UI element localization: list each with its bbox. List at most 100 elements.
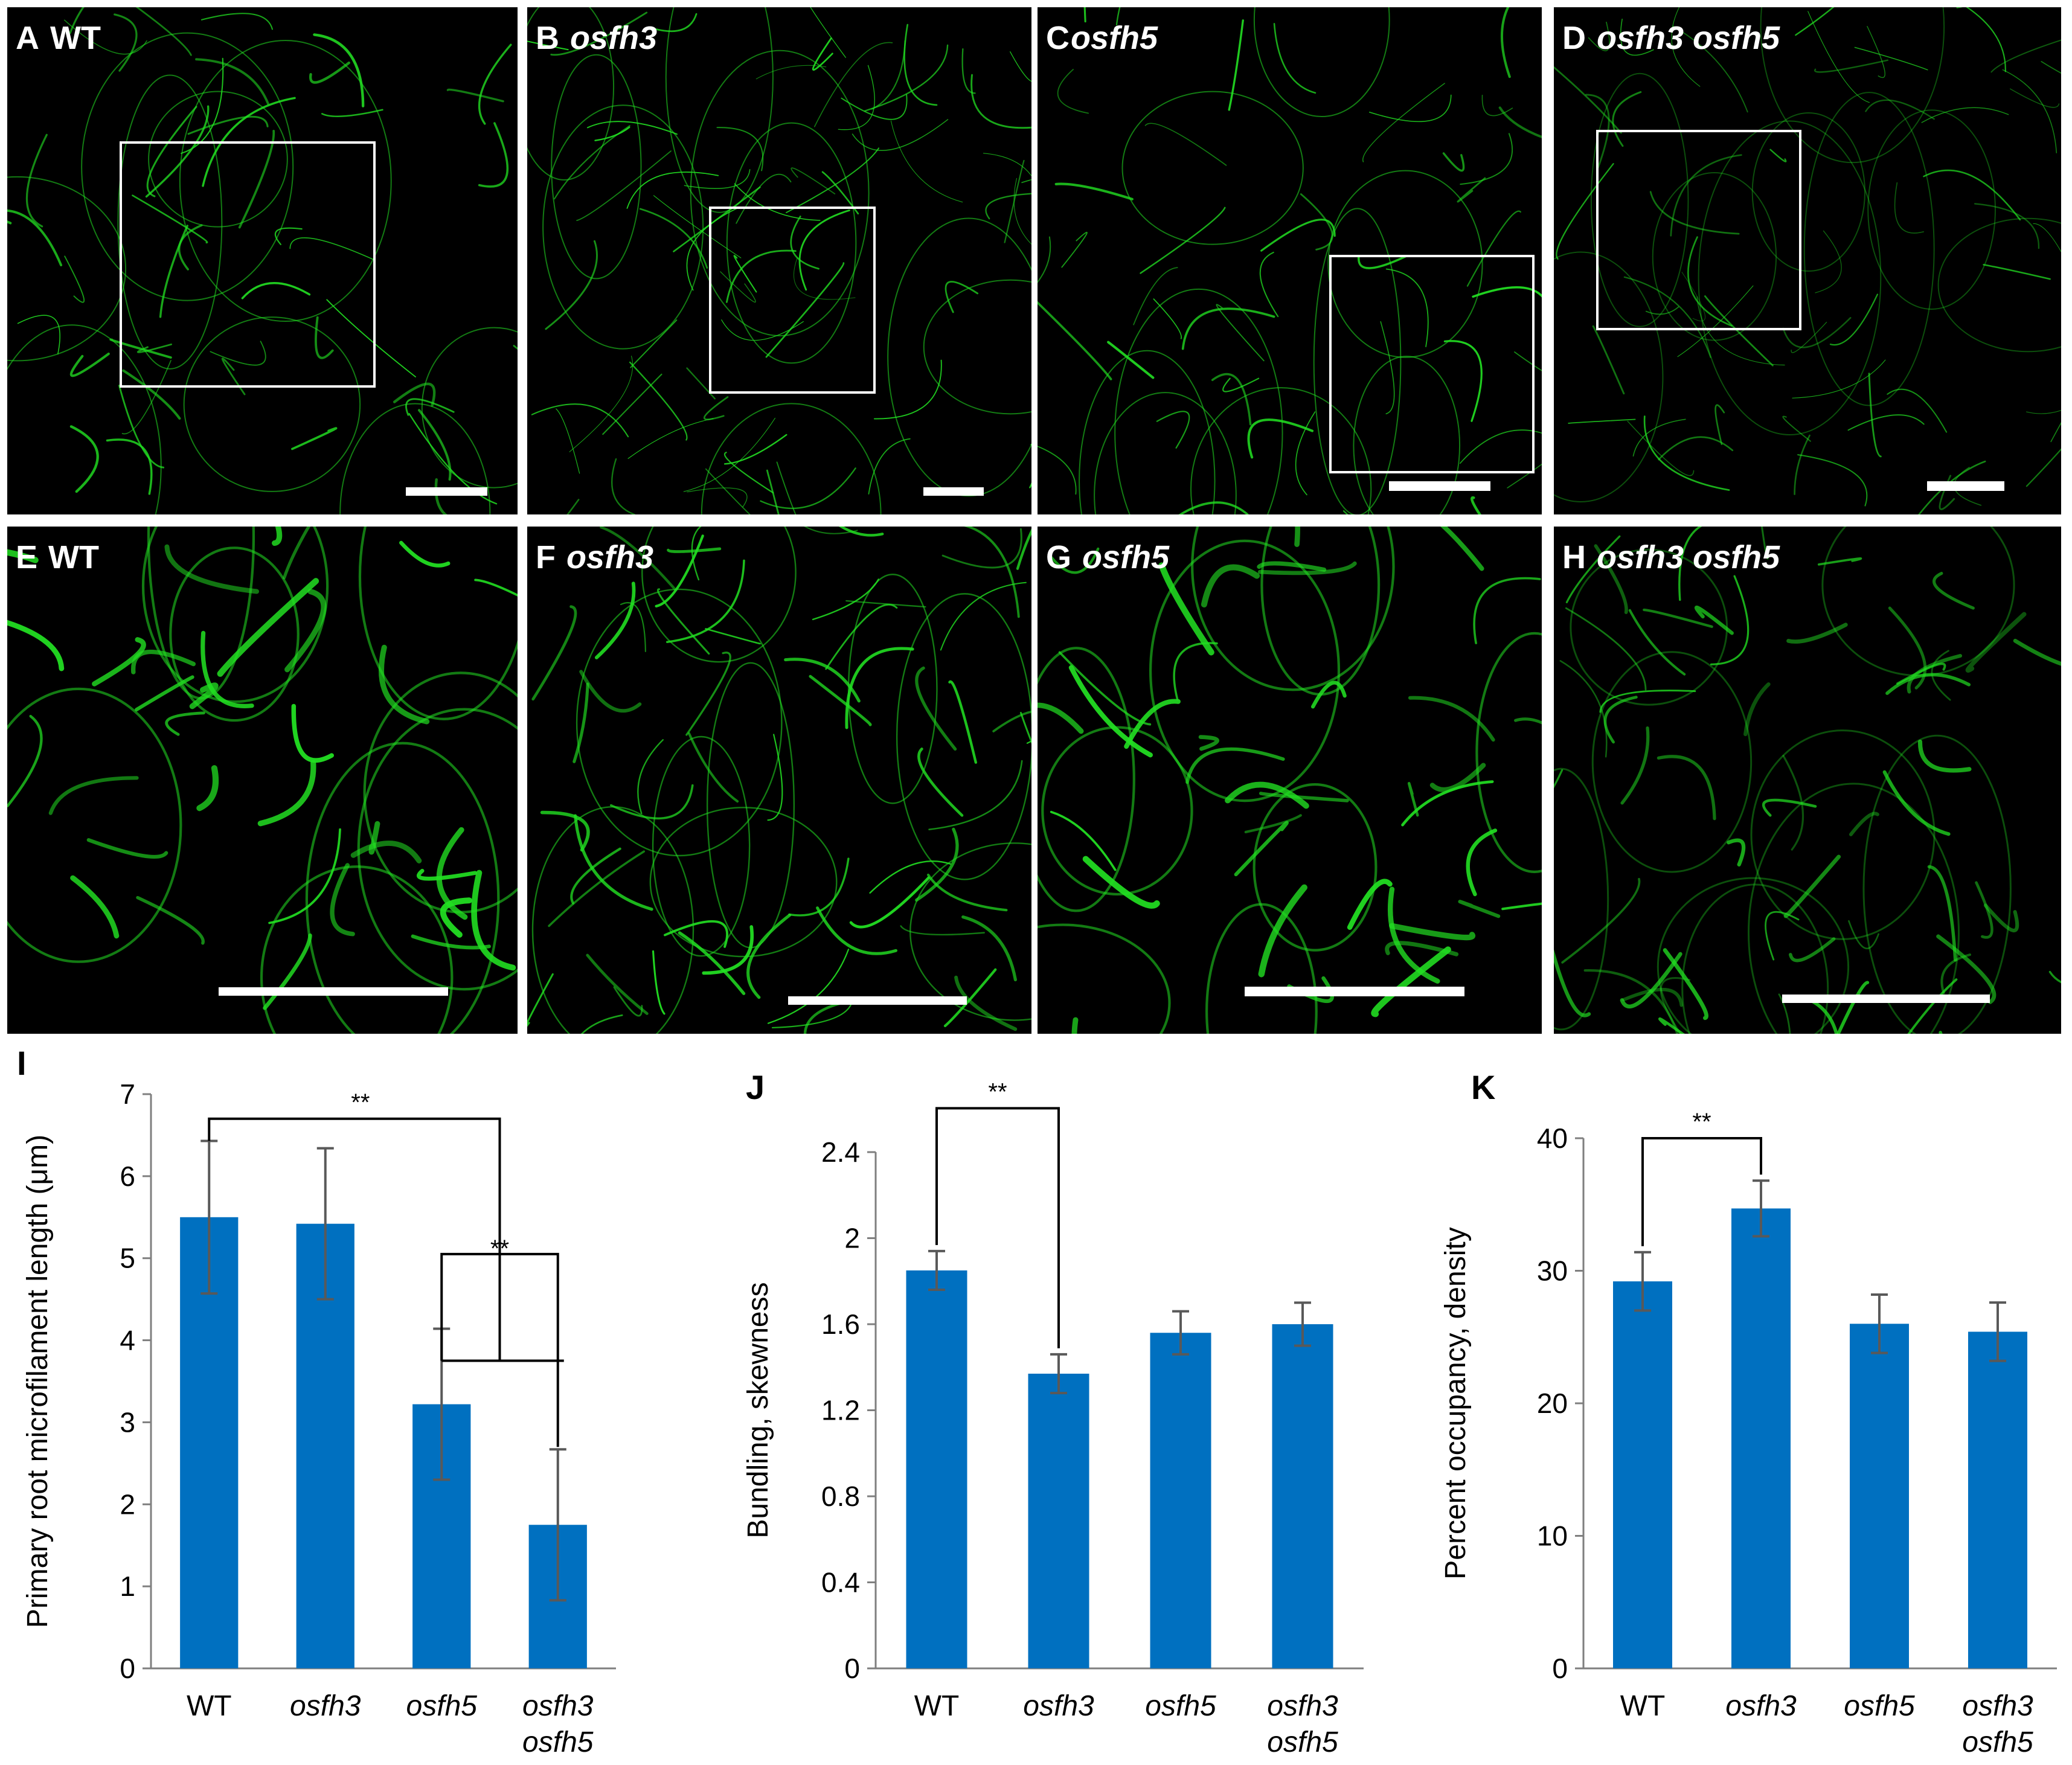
cell-outline bbox=[339, 403, 491, 514]
filament bbox=[1158, 562, 1214, 656]
filament bbox=[221, 357, 246, 396]
y-tick-label: 7 bbox=[120, 1078, 135, 1110]
y-tick-label: 20 bbox=[1537, 1388, 1568, 1419]
filament bbox=[673, 186, 761, 252]
cell-outline bbox=[148, 91, 288, 228]
scale-bar bbox=[923, 487, 984, 496]
cell-outline bbox=[305, 742, 500, 1034]
filament bbox=[945, 281, 979, 313]
actin-filaments bbox=[527, 527, 1031, 1034]
filament bbox=[685, 652, 731, 736]
filament bbox=[576, 150, 672, 222]
y-tick-label: 0 bbox=[844, 1653, 860, 1684]
filament bbox=[1794, 434, 1811, 495]
filament bbox=[1380, 321, 1395, 415]
filament bbox=[723, 452, 774, 494]
filament bbox=[627, 418, 714, 459]
filament bbox=[1917, 739, 1972, 773]
cell-outline bbox=[183, 316, 361, 492]
filament bbox=[1259, 792, 1349, 802]
filament bbox=[992, 710, 1031, 732]
micrograph-image bbox=[7, 527, 518, 1034]
filament bbox=[600, 527, 676, 591]
scale-bar bbox=[1245, 987, 1464, 996]
filament bbox=[1923, 169, 2021, 221]
actin-filaments bbox=[527, 7, 1031, 514]
filament bbox=[1882, 770, 1951, 836]
filament bbox=[1592, 325, 1625, 395]
cell-outline bbox=[1038, 647, 1135, 912]
filament bbox=[903, 24, 938, 106]
filament bbox=[686, 367, 716, 400]
filament bbox=[1068, 665, 1153, 758]
filament bbox=[1894, 182, 1925, 234]
filament bbox=[765, 262, 845, 358]
filament bbox=[195, 58, 269, 105]
filament bbox=[1867, 25, 1885, 78]
filament bbox=[1371, 946, 1451, 1017]
filament bbox=[145, 105, 210, 198]
filament bbox=[1817, 557, 1862, 566]
y-tick-label: 40 bbox=[1537, 1123, 1568, 1154]
filament bbox=[961, 915, 1017, 982]
filament bbox=[1907, 978, 1958, 1034]
filament bbox=[1965, 612, 2027, 673]
micrograph-image bbox=[527, 7, 1031, 514]
filament bbox=[1460, 133, 1513, 185]
cell-outline bbox=[1041, 726, 1193, 896]
filament bbox=[845, 647, 914, 729]
y-axis-label: Percent occupancy, density bbox=[1440, 1227, 1472, 1579]
filament bbox=[2041, 61, 2061, 74]
filament bbox=[2025, 409, 2061, 414]
filament bbox=[1388, 886, 1440, 984]
filament bbox=[69, 352, 110, 377]
cell-outline bbox=[652, 735, 751, 957]
filament bbox=[196, 765, 219, 812]
filament bbox=[1807, 11, 1870, 103]
filament bbox=[405, 398, 455, 416]
filament bbox=[1013, 178, 1031, 245]
filament bbox=[1931, 650, 1951, 701]
cell-outline bbox=[1751, 112, 1866, 272]
y-tick-label: 5 bbox=[120, 1243, 135, 1274]
bar bbox=[1150, 1333, 1211, 1668]
significance-label: ** bbox=[1692, 1109, 1711, 1135]
filament bbox=[478, 122, 509, 188]
filament bbox=[268, 828, 341, 924]
scale-bar bbox=[1927, 481, 2004, 491]
cell-outline bbox=[358, 527, 518, 720]
filament bbox=[684, 168, 751, 189]
y-tick-label: 2 bbox=[844, 1223, 860, 1254]
filament bbox=[1038, 236, 1051, 283]
filament bbox=[1561, 877, 1641, 964]
bar bbox=[906, 1270, 967, 1668]
filament bbox=[1385, 941, 1459, 956]
filament bbox=[1258, 884, 1307, 978]
category-label: osfh3 bbox=[1725, 1690, 1797, 1722]
cell-outline bbox=[576, 588, 783, 857]
cell-outline bbox=[542, 104, 704, 350]
filament bbox=[399, 540, 451, 568]
filament bbox=[121, 360, 172, 435]
filament bbox=[2025, 448, 2061, 487]
filament bbox=[1632, 418, 1686, 457]
chart-k: K Percent occupancy, density 0 10 20 30 40 WT os… bbox=[1381, 1051, 2071, 1765]
filament bbox=[7, 620, 65, 671]
panel-genotype: osfh3 bbox=[570, 20, 658, 56]
filament bbox=[1714, 404, 1725, 446]
filament bbox=[943, 968, 997, 1028]
filament bbox=[1181, 307, 1275, 350]
filament bbox=[548, 850, 646, 927]
filament bbox=[418, 409, 452, 481]
filament bbox=[289, 237, 373, 260]
filament bbox=[1459, 429, 1542, 464]
filament bbox=[890, 120, 963, 203]
filament bbox=[1620, 952, 1682, 1009]
cell-outline bbox=[260, 865, 454, 1034]
filament bbox=[1061, 231, 1088, 268]
y-tick-label: 2.4 bbox=[821, 1136, 860, 1168]
filament bbox=[474, 578, 518, 597]
chart-i: I Primary root microfilament length (μm) 0… bbox=[0, 1051, 690, 1765]
filament bbox=[1514, 351, 1542, 371]
y-tick-label: 1.2 bbox=[821, 1395, 860, 1426]
